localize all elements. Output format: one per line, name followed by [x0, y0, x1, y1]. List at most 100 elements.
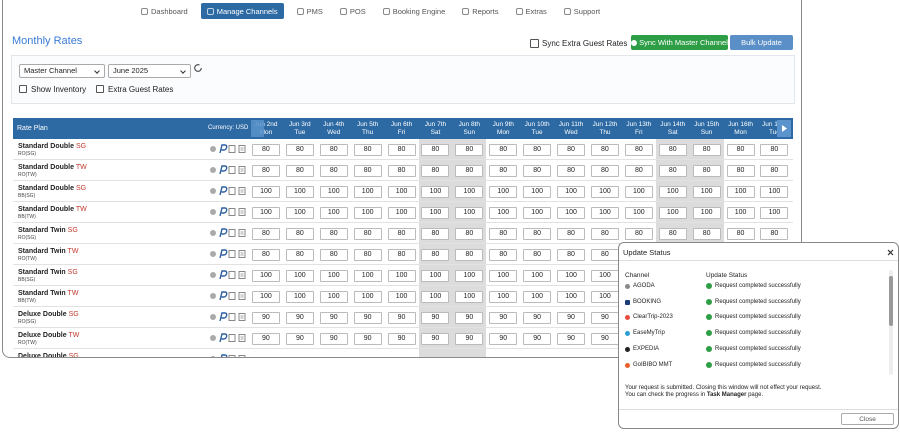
rate-input[interactable]: 100	[455, 291, 484, 303]
rate-input[interactable]: 100	[285, 291, 314, 303]
rate-input[interactable]: 100	[557, 270, 586, 282]
rate-input[interactable]: 100	[421, 291, 450, 303]
rate-input[interactable]: 80	[285, 144, 314, 156]
rate-input[interactable]: 80	[692, 165, 721, 177]
rate-input[interactable]: 100	[285, 207, 314, 219]
rate-input[interactable]: 80	[557, 228, 586, 240]
rate-input[interactable]: 100	[387, 186, 416, 198]
rate-input[interactable]: 100	[624, 207, 653, 219]
channel-select[interactable]: Master Channel	[19, 64, 105, 78]
rate-input[interactable]: 80	[353, 165, 382, 177]
rate-input[interactable]: 80	[624, 165, 653, 177]
rate-input[interactable]: 80	[319, 144, 348, 156]
rate-input[interactable]: 80	[557, 249, 586, 261]
rate-input[interactable]: 80	[489, 228, 518, 240]
rate-input[interactable]: 80	[590, 165, 619, 177]
rate-input[interactable]: 100	[455, 186, 484, 198]
rate-input[interactable]: 80	[285, 228, 314, 240]
rate-input[interactable]: 100	[658, 186, 687, 198]
rate-input[interactable]: 80	[251, 165, 280, 177]
rate-input[interactable]: 100	[726, 207, 755, 219]
row-actions[interactable]	[209, 291, 249, 301]
rate-input[interactable]: 80	[387, 228, 416, 240]
month-select[interactable]: June 2025	[108, 64, 191, 78]
bulk-update-button[interactable]: Bulk Update	[730, 35, 793, 50]
rate-input[interactable]: 80	[523, 228, 552, 240]
rate-input[interactable]: 100	[455, 270, 484, 282]
rate-input[interactable]: 100	[387, 207, 416, 219]
rate-input[interactable]: 90	[489, 312, 518, 324]
rate-input[interactable]: 100	[455, 207, 484, 219]
row-actions[interactable]	[209, 270, 249, 280]
rate-input[interactable]: 90	[523, 333, 552, 345]
rate-input[interactable]: 100	[489, 291, 518, 303]
rate-input[interactable]: 100	[489, 186, 518, 198]
rate-input[interactable]: 80	[387, 249, 416, 261]
rate-input[interactable]: 80	[489, 249, 518, 261]
rate-input[interactable]: 80	[523, 165, 552, 177]
rate-input[interactable]: 100	[353, 270, 382, 282]
row-actions[interactable]	[209, 165, 249, 175]
row-actions[interactable]	[209, 312, 249, 322]
rate-input[interactable]: 90	[285, 333, 314, 345]
refresh-icon[interactable]	[193, 63, 203, 73]
rate-input[interactable]: 80	[455, 144, 484, 156]
rate-input[interactable]: 80	[251, 144, 280, 156]
rate-input[interactable]: 100	[319, 186, 348, 198]
rate-input[interactable]: 90	[421, 333, 450, 345]
rate-input[interactable]: 80	[455, 165, 484, 177]
rate-input[interactable]: 80	[455, 228, 484, 240]
rate-input[interactable]: 100	[726, 186, 755, 198]
rate-input[interactable]: 80	[353, 228, 382, 240]
scroll-right[interactable]	[777, 120, 791, 137]
rate-input[interactable]: 80	[319, 165, 348, 177]
rate-input[interactable]: 80	[726, 228, 755, 240]
row-actions[interactable]	[209, 228, 249, 238]
rate-input[interactable]: 90	[251, 333, 280, 345]
rate-input[interactable]: 80	[489, 144, 518, 156]
row-actions[interactable]	[209, 354, 249, 358]
rate-input[interactable]: 100	[285, 270, 314, 282]
nav-item[interactable]: Extras	[512, 3, 551, 19]
rate-input[interactable]: 100	[251, 270, 280, 282]
rate-input[interactable]: 90	[421, 312, 450, 324]
rate-input[interactable]: 100	[590, 270, 619, 282]
nav-item[interactable]: PMS	[293, 3, 327, 19]
rate-input[interactable]: 90	[455, 312, 484, 324]
rate-input[interactable]: 80	[353, 144, 382, 156]
rate-input[interactable]: 100	[319, 270, 348, 282]
rate-input[interactable]: 100	[251, 186, 280, 198]
rate-input[interactable]: 80	[387, 144, 416, 156]
rate-input[interactable]: 100	[489, 207, 518, 219]
rate-input[interactable]: 80	[319, 228, 348, 240]
rate-input[interactable]: 90	[319, 333, 348, 345]
rate-input[interactable]: 80	[353, 249, 382, 261]
rate-input[interactable]: 90	[590, 312, 619, 324]
row-actions[interactable]	[209, 144, 249, 154]
rate-input[interactable]: 100	[692, 207, 721, 219]
rate-input[interactable]: 80	[387, 165, 416, 177]
rate-input[interactable]: 80	[285, 249, 314, 261]
rate-input[interactable]: 80	[523, 249, 552, 261]
rate-input[interactable]: 100	[523, 291, 552, 303]
rate-input[interactable]: 100	[692, 186, 721, 198]
inventory-checkbox[interactable]	[19, 85, 27, 93]
note-link[interactable]: Task Manager	[706, 392, 747, 398]
rate-input[interactable]: 90	[387, 333, 416, 345]
rate-input[interactable]: 100	[557, 207, 586, 219]
rate-input[interactable]: 80	[726, 165, 755, 177]
nav-item[interactable]: POS	[336, 3, 370, 19]
rate-input[interactable]: 100	[353, 186, 382, 198]
rate-input[interactable]: 100	[523, 207, 552, 219]
rate-input[interactable]: 80	[726, 144, 755, 156]
rate-input[interactable]: 100	[421, 186, 450, 198]
rate-input[interactable]: 100	[557, 291, 586, 303]
rate-input[interactable]: 100	[421, 270, 450, 282]
rate-input[interactable]: 80	[421, 249, 450, 261]
rate-input[interactable]: 100	[319, 291, 348, 303]
rate-input[interactable]: 80	[557, 165, 586, 177]
scroll-thumb[interactable]	[889, 276, 893, 326]
rate-input[interactable]: 80	[251, 228, 280, 240]
rate-input[interactable]: 100	[489, 270, 518, 282]
rate-input[interactable]: 100	[523, 270, 552, 282]
